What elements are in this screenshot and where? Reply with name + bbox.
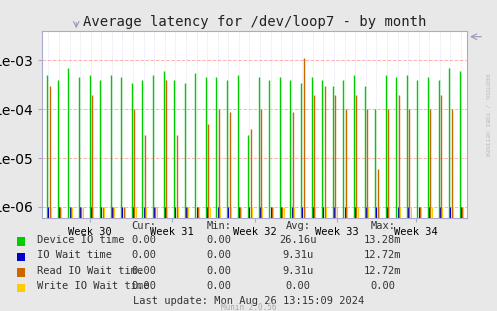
- Text: 0.00: 0.00: [132, 266, 157, 276]
- Text: 0.00: 0.00: [286, 281, 311, 291]
- Text: Cur:: Cur:: [132, 220, 157, 230]
- Text: 0.00: 0.00: [206, 266, 231, 276]
- Text: 0.00: 0.00: [132, 250, 157, 260]
- Text: Avg:: Avg:: [286, 220, 311, 230]
- Text: Max:: Max:: [370, 220, 395, 230]
- Text: 0.00: 0.00: [206, 250, 231, 260]
- Text: 13.28m: 13.28m: [364, 234, 402, 244]
- Text: 12.72m: 12.72m: [364, 266, 402, 276]
- Text: 9.31u: 9.31u: [283, 250, 314, 260]
- Text: IO Wait time: IO Wait time: [37, 250, 112, 260]
- Text: 26.16u: 26.16u: [279, 234, 317, 244]
- Text: 0.00: 0.00: [206, 234, 231, 244]
- Text: 9.31u: 9.31u: [283, 266, 314, 276]
- Text: Munin 2.0.56: Munin 2.0.56: [221, 303, 276, 311]
- Text: Last update: Mon Aug 26 13:15:09 2024: Last update: Mon Aug 26 13:15:09 2024: [133, 296, 364, 306]
- Text: Write IO Wait time: Write IO Wait time: [37, 281, 150, 291]
- Title: Average latency for /dev/loop7 - by month: Average latency for /dev/loop7 - by mont…: [83, 15, 426, 29]
- Text: Read IO Wait time: Read IO Wait time: [37, 266, 144, 276]
- Text: 0.00: 0.00: [132, 234, 157, 244]
- Text: 12.72m: 12.72m: [364, 250, 402, 260]
- Text: 0.00: 0.00: [132, 281, 157, 291]
- Text: 0.00: 0.00: [206, 281, 231, 291]
- Text: Min:: Min:: [206, 220, 231, 230]
- Text: RRDTOOL / TOBI OETIKER: RRDTOOL / TOBI OETIKER: [485, 74, 490, 156]
- Text: Device IO time: Device IO time: [37, 234, 125, 244]
- Text: 0.00: 0.00: [370, 281, 395, 291]
